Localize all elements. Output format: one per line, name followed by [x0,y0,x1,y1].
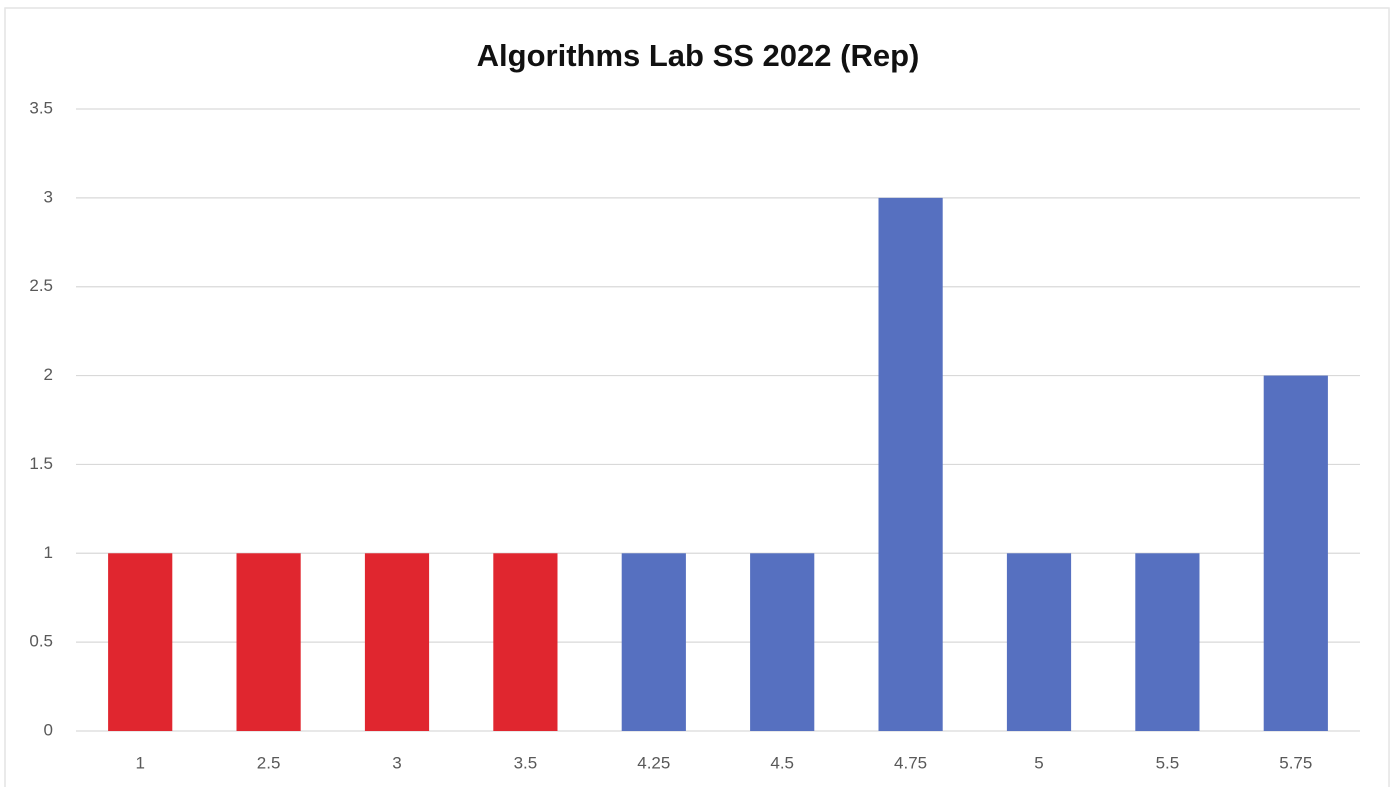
bar [493,553,558,731]
y-tick-label: 2.5 [29,276,53,295]
bar [1263,375,1328,731]
x-tick-label: 4.75 [894,753,927,772]
chart-title: Algorithms Lab SS 2022 (Rep) [477,38,920,73]
x-tick-label: 4.5 [770,753,794,772]
x-tick-label: 5.75 [1279,753,1312,772]
x-tick-label: 3 [392,753,401,772]
bar [108,553,173,731]
bar [1006,553,1072,731]
x-tick-label: 4.25 [637,753,670,772]
y-tick-label: 0.5 [29,632,53,651]
bar [621,553,686,731]
chart-border [4,7,1390,787]
y-tick-label: 1.5 [29,454,53,473]
bar [878,197,943,731]
bar [236,553,301,731]
y-tick-label: 3.5 [29,98,53,117]
bar [750,553,815,731]
x-tick-label: 2.5 [257,753,281,772]
x-tick-label: 5.5 [1156,753,1180,772]
y-tick-label: 0 [44,720,53,739]
x-tick-label: 1 [135,753,144,772]
y-tick-label: 2 [44,365,53,384]
bar [1135,553,1200,731]
y-tick-label: 3 [44,187,53,206]
bar [364,553,430,731]
y-tick-label: 1 [44,543,53,562]
x-tick-label: 5 [1034,753,1043,772]
x-tick-label: 3.5 [514,753,538,772]
